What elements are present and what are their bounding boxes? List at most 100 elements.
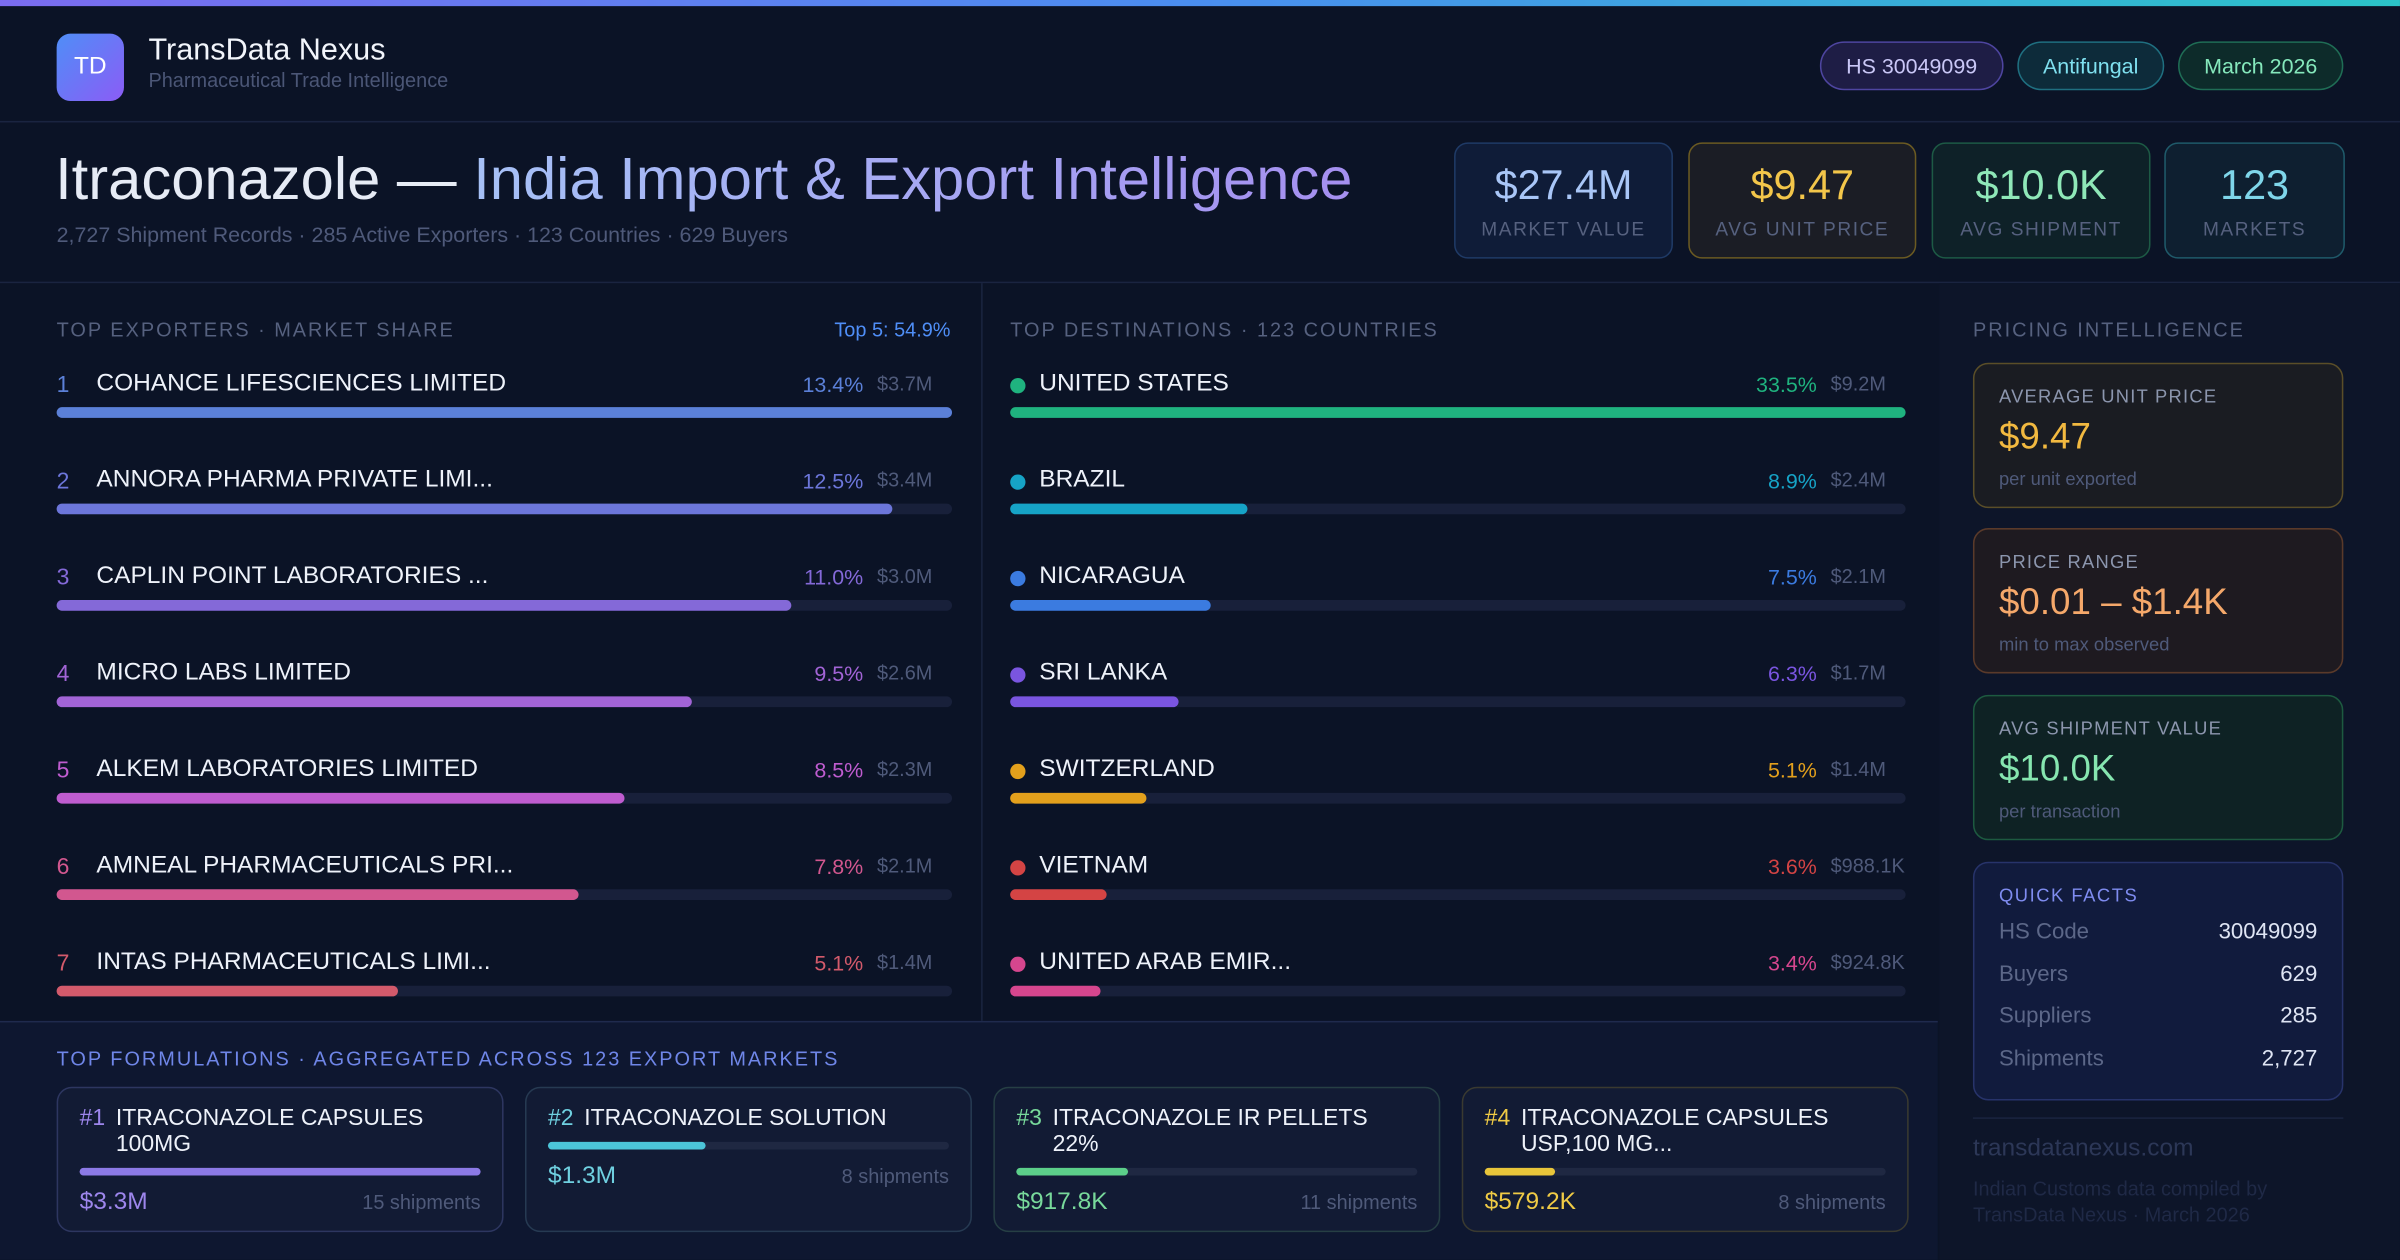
fact-row: Suppliers 285: [1999, 1004, 2317, 1046]
title-accent: India Import & Export Intelligence: [473, 146, 1353, 213]
kpi-card: $27.4M MARKET VALUE: [1454, 142, 1673, 259]
card-header: #1 ITRACONAZOLE CAPSULES 100MG: [80, 1105, 481, 1157]
track: [1484, 1167, 1886, 1176]
tagline: Pharmaceutical Trade Intelligence: [148, 68, 449, 92]
share: 3.4%: [1767, 950, 1817, 975]
track: [547, 1141, 949, 1150]
accent-bar: [0, 0, 2400, 7]
country-name: NICARAGUA: [1039, 563, 1185, 590]
section-heading: TOP FORMULATIONS · AGGREGATED ACROSS 123…: [56, 1046, 840, 1070]
share: 5.1%: [814, 950, 864, 975]
subtitle: 2,727 Shipment Records · 285 Active Expo…: [56, 221, 788, 247]
divider: [1972, 1117, 2344, 1119]
track: [56, 407, 953, 418]
dot: [1010, 570, 1026, 587]
share-bar: [56, 792, 625, 804]
card-footer: $917.8K 11 shipments: [1016, 1189, 1417, 1217]
share-bar: [56, 696, 692, 708]
exporter-name: ALKEM LABORATORIES LIMITED: [96, 756, 478, 783]
rank: #4: [1484, 1105, 1511, 1132]
destination-row: UNITED ARAB EMIR... 3.4% $924.8K: [1010, 943, 1906, 1004]
exporter-row: 1 COHANCE LIFESCIENCES LIMITED 13.4% $3.7M: [56, 364, 953, 425]
divider: [0, 120, 2400, 123]
track: [1016, 1167, 1418, 1176]
rank: #3: [1016, 1105, 1042, 1132]
price-note: per unit exported: [1998, 468, 2137, 490]
formulation-card: #1 ITRACONAZOLE CAPSULES 100MG $3.3M 15 shi…: [56, 1086, 504, 1233]
section-heading: PRICING INTELLIGENCE: [1972, 318, 2245, 342]
value-bar: [547, 1141, 706, 1150]
card-footer: $3.3M 15 shipments: [80, 1189, 481, 1217]
formulation-name: ITRACONAZOLE IR PELLETS 22%: [1052, 1105, 1368, 1158]
logo: TD: [56, 33, 124, 102]
rank: 7: [56, 950, 70, 977]
formulation-card: #4 ITRACONAZOLE CAPSULES USP,100 MG... $57…: [1461, 1086, 1909, 1233]
share-bar: [1010, 985, 1102, 997]
kpi-card: $9.47 AVG UNIT PRICE: [1688, 142, 1917, 259]
quick-facts: QUICK FACTS HS Code 30049099 Buyers 629 Supp…: [1972, 861, 2344, 1101]
exporter-row: 3 CAPLIN POINT LABORATORIES ... 11.0% $3.0M: [56, 557, 953, 618]
value: $3.3M: [79, 1189, 148, 1216]
kpi-card: 123 MARKETS: [2164, 142, 2345, 259]
value: $3.4M: [877, 468, 933, 492]
shipments: 11 shipments: [1300, 1190, 1418, 1214]
price-value: $10.0K: [1998, 748, 2116, 790]
value: $3.7M: [877, 371, 933, 395]
title-main: Itraconazole —: [55, 146, 457, 213]
kpi-value: $10.0K: [1975, 161, 2107, 208]
exporter-name: ANNORA PHARMA PRIVATE LIMI...: [96, 466, 493, 493]
fact-row: Shipments 2,727: [1999, 1046, 2317, 1088]
dot: [1010, 667, 1026, 683]
track: [1010, 985, 1906, 997]
value: $2.3M: [877, 757, 933, 781]
kpi-label: MARKETS: [2202, 218, 2307, 240]
kpi-value: 123: [2220, 161, 2290, 208]
destination-row: SWITZERLAND 5.1% $1.4M: [1010, 750, 1906, 811]
share: 11.0%: [804, 564, 864, 590]
price-note: min to max observed: [1998, 633, 2170, 656]
kpi-card: $10.0K AVG SHIPMENT: [1931, 142, 2151, 259]
price-card: AVG SHIPMENT VALUE $10.0K per transaction: [1972, 694, 2344, 841]
card-footer: $1.3M 8 shipments: [548, 1163, 949, 1191]
card-header: #3 ITRACONAZOLE IR PELLETS 22%: [1016, 1105, 1417, 1157]
value-bar: [1484, 1167, 1556, 1176]
share: 3.6%: [1767, 854, 1817, 879]
card-header: #2 ITRACONAZOLE SOLUTION: [548, 1105, 949, 1131]
fact-value: 2,727: [2261, 1046, 2318, 1071]
value: $988.1K: [1830, 854, 1905, 878]
share: 8.9%: [1767, 468, 1817, 493]
divider: [981, 283, 983, 1021]
exporter-row: 5 ALKEM LABORATORIES LIMITED 8.5% $2.3M: [56, 750, 953, 811]
card-header: #4 ITRACONAZOLE CAPSULES USP,100 MG...: [1485, 1105, 1886, 1157]
shipments: 15 shipments: [362, 1190, 481, 1214]
share: 7.5%: [1767, 564, 1817, 590]
track: [1010, 599, 1906, 611]
value: $3.0M: [877, 564, 933, 588]
price-value: $9.47: [1998, 416, 2091, 458]
exporter-name: MICRO LABS LIMITED: [96, 659, 351, 686]
price-note: per transaction: [1998, 800, 2121, 822]
value: $1.7M: [1830, 661, 1886, 685]
share: 8.5%: [814, 757, 864, 783]
value: $1.3M: [547, 1163, 617, 1190]
rank: 6: [56, 854, 70, 881]
page-title: Itraconazole — India Import & Export Int…: [55, 147, 1352, 214]
kpi-label: AVG SHIPMENT: [1960, 218, 2122, 240]
price-label: PRICE RANGE: [1998, 551, 2139, 573]
share-bar: [1010, 696, 1179, 708]
card-footer: $579.2K 8 shipments: [1485, 1189, 1886, 1217]
exporter-name: AMNEAL PHARMACEUTICALS PRI...: [96, 852, 514, 879]
track: [56, 985, 953, 997]
share-bar: [56, 503, 892, 515]
kpi-value: $27.4M: [1494, 161, 1633, 208]
destination-row: UNITED STATES 33.5% $9.2M: [1010, 364, 1906, 425]
fact-value: 629: [2280, 961, 2318, 987]
fact-row: Buyers 629: [1999, 962, 2317, 1004]
rank: 3: [56, 564, 70, 591]
country-name: BRAZIL: [1039, 466, 1126, 493]
formulation-name: ITRACONAZOLE CAPSULES 100MG: [115, 1105, 424, 1158]
tag: March 2026: [2178, 41, 2344, 91]
track: [1010, 407, 1906, 418]
fact-label: Suppliers: [1998, 1004, 2092, 1029]
